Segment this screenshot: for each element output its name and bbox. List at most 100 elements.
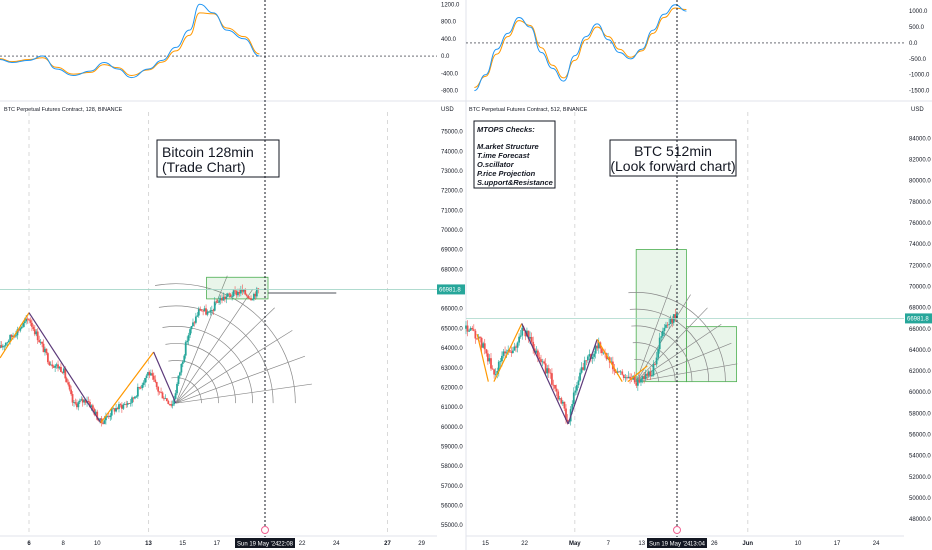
right-candle-body [580, 367, 583, 373]
left-candle-body [255, 288, 258, 297]
left-candle-body [106, 416, 109, 418]
left-chart-header: BTC Perpetual Futures Contract, 128, BIN… [4, 107, 123, 113]
right-candle-body [554, 384, 556, 389]
left-candle-body [132, 397, 135, 399]
left-zone-box [206, 276, 269, 300]
left-candle-body [237, 292, 239, 296]
left-candle-body [257, 288, 260, 290]
left-fan-ray-5 [175, 275, 228, 404]
left-candle-body [209, 310, 212, 312]
left-candle-body [231, 296, 234, 297]
left-candle-body [44, 348, 46, 353]
left-candle-body [218, 300, 220, 303]
left-fan-ray-1 [175, 355, 306, 404]
left-candle-body [160, 391, 162, 393]
left-cursor-date-label: Sun 19 May '24 [237, 542, 279, 548]
left-xtick-label: 24 [333, 541, 340, 547]
left-candle-body [77, 402, 80, 408]
right-xtick-label: 15 [482, 541, 489, 547]
left-annotation-line-2: (Trade Chart) [162, 159, 246, 175]
left-annotation-line-1: Bitcoin 128min [162, 144, 254, 160]
left-time-axis[interactable]: 6 8 10 13 15 17 22 24 27 29 [27, 541, 425, 547]
left-candle-body [113, 408, 116, 412]
left-candle-body [15, 335, 17, 337]
left-candle-body [90, 405, 93, 408]
left-candle-body [28, 319, 30, 321]
left-candle-body [128, 403, 131, 404]
right-time-axis[interactable]: 15 22 May 7 13 26 Jun 10 17 24 [482, 541, 880, 547]
right-osc-ytick-label: -1000.0 [909, 73, 930, 79]
right-cursor-line: Sun 19 May '24 13:04 [647, 0, 707, 548]
right-candle-body [501, 355, 503, 362]
left-candle-body [49, 364, 52, 366]
right-candle-body [627, 376, 630, 379]
left-candle-body [213, 301, 216, 311]
left-candle-body [74, 402, 77, 404]
right-candle-body [468, 330, 471, 332]
right-zone-box-2 [685, 326, 738, 383]
left-osc-ytick-label: 1200.0 [441, 2, 460, 8]
right-candle-body [541, 361, 544, 363]
right-chart-header: BTC Perpetual Futures Contract, 512, BIN… [469, 107, 588, 113]
left-candle-body [89, 402, 91, 408]
left-candle-body [196, 315, 199, 317]
left-candle-body [164, 398, 167, 400]
left-oscillator-pane: 1200.0 800.0 400.0 0.0 -400.0 -800.0 [0, 2, 460, 95]
right-candle-body [557, 391, 560, 400]
checklist-title: MTOPS Checks: [477, 125, 535, 134]
right-candle-body [661, 330, 664, 337]
right-candle-body [644, 373, 647, 379]
left-ytick-label: 72000.0 [441, 189, 463, 195]
right-price-axis[interactable]: 48000.0 50000.0 52000.0 54000.0 56000.0 58000… [466, 136, 932, 523]
left-candle-body [190, 326, 193, 330]
left-candle-body [222, 296, 225, 301]
left-candle-body [192, 322, 194, 327]
right-swing-line-0 [476, 333, 489, 382]
right-chart-panel[interactable]: 1000.0 500.0 0.0 -500.0 -1000.0 -1500.0 48000… [465, 0, 932, 548]
left-candle-body [247, 295, 250, 299]
right-oscillator-pane: 1000.0 500.0 0.0 -500.0 -1000.0 -1500.0 [466, 4, 930, 95]
left-candle-body [65, 378, 68, 383]
right-candle-body [527, 330, 530, 339]
right-candle-body [529, 336, 531, 339]
left-candle-body [161, 392, 164, 399]
left-ytick-label: 56000.0 [441, 503, 463, 509]
left-candle-body [148, 372, 151, 376]
right-xtick-label: 7 [607, 541, 611, 547]
right-candle-body [551, 373, 553, 385]
right-candle-body [665, 324, 667, 328]
right-candle-body [594, 345, 597, 354]
left-price-axis[interactable]: 55000.0 56000.0 57000.0 58000.0 59000.0 60000… [0, 130, 465, 529]
left-candle-body [136, 386, 139, 397]
right-candle-body [565, 408, 567, 420]
right-cursor-date-tag [647, 538, 707, 548]
left-ytick-label: 75000.0 [441, 130, 463, 136]
left-cursor-line: Sun 19 May '24 22:08 [235, 0, 295, 548]
right-candle-body [566, 419, 569, 422]
left-ytick-label: 66000.0 [441, 307, 463, 313]
right-candle-body [558, 398, 561, 400]
left-candle-body [12, 335, 14, 337]
left-fan-arc-0 [171, 377, 202, 404]
left-candle-body [226, 293, 229, 297]
right-candle-body [540, 359, 542, 362]
right-candle-body [583, 360, 586, 370]
left-candle-body [3, 345, 6, 347]
left-candle-body [186, 340, 189, 343]
left-candle-body [112, 408, 115, 410]
checklist-item-price: P.rice Projection [477, 169, 536, 178]
left-xtick-label: 27 [384, 541, 391, 547]
left-candle-body [235, 291, 238, 296]
left-candle-body [57, 364, 59, 369]
left-candle-body [248, 298, 251, 299]
right-candle-body [613, 369, 616, 372]
left-candle-body [134, 396, 136, 399]
left-candle-body [41, 341, 43, 344]
right-ytick-label: 82000.0 [909, 158, 931, 164]
left-candle-body [81, 399, 84, 403]
left-candle-body [245, 294, 248, 296]
right-osc-ytick-label: 1000.0 [909, 9, 928, 15]
right-cursor-time-label: 13:04 [690, 542, 706, 548]
